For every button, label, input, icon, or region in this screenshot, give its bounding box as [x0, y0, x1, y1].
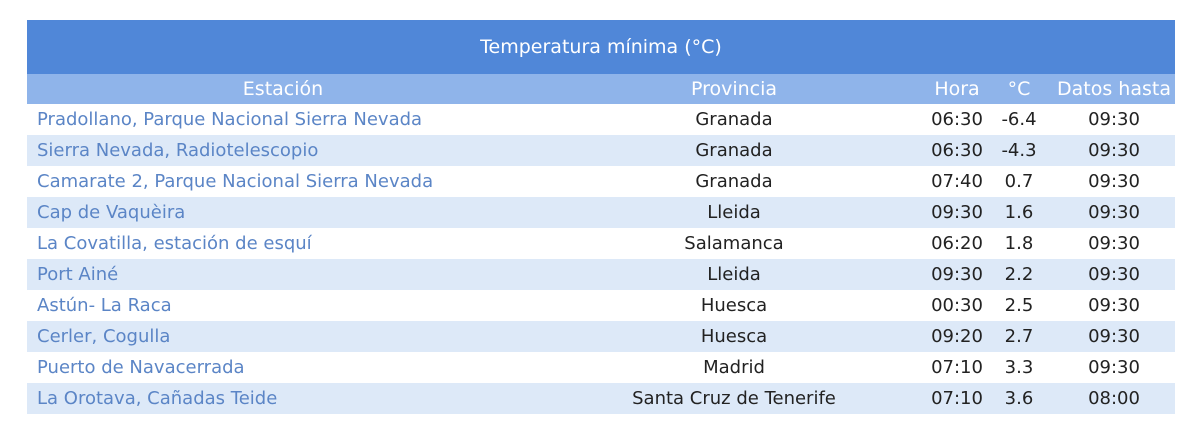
data-until-cell: 09:30	[1088, 295, 1140, 316]
data-until-cell: 09:30	[1088, 326, 1140, 347]
time-cell: 06:30	[931, 109, 983, 130]
province-cell: Santa Cruz de Tenerife	[632, 388, 836, 409]
province-cell: Granada	[695, 140, 773, 161]
station-link[interactable]: Pradollano, Parque Nacional Sierra Nevad…	[37, 109, 423, 130]
table-row: La Covatilla, estación de esquí Salamanc…	[27, 228, 1175, 259]
province-cell: Lleida	[707, 264, 761, 285]
header-row: Estación Provincia Hora °C Datos hasta	[27, 74, 1175, 104]
header-temp: °C	[1007, 78, 1031, 100]
station-link[interactable]: Camarate 2, Parque Nacional Sierra Nevad…	[37, 171, 434, 192]
table-row: Port Ainé Lleida 09:30 2.2 09:30	[27, 259, 1175, 290]
table-row: Sierra Nevada, Radiotelescopio Granada 0…	[27, 135, 1175, 166]
table-row: Cap de Vaquèira Lleida 09:30 1.6 09:30	[27, 197, 1175, 228]
data-until-cell: 08:00	[1088, 388, 1140, 409]
data-until-cell: 09:30	[1088, 357, 1140, 378]
temperature-cell: -6.4	[1001, 109, 1037, 130]
temperature-cell: 2.7	[1004, 326, 1034, 347]
data-until-cell: 09:30	[1088, 202, 1140, 223]
province-cell: Huesca	[700, 326, 768, 347]
station-link[interactable]: Puerto de Navacerrada	[37, 357, 245, 378]
province-cell: Lleida	[707, 202, 761, 223]
temperature-cell: 2.5	[1004, 295, 1034, 316]
temperature-cell: 1.6	[1004, 202, 1034, 223]
province-cell: Granada	[695, 171, 773, 192]
province-cell: Salamanca	[684, 233, 784, 254]
province-cell: Granada	[695, 109, 773, 130]
data-until-cell: 09:30	[1088, 109, 1140, 130]
time-cell: 09:20	[931, 326, 983, 347]
table-row: Camarate 2, Parque Nacional Sierra Nevad…	[27, 166, 1175, 197]
data-until-cell: 09:30	[1088, 171, 1140, 192]
time-cell: 06:20	[931, 233, 983, 254]
header-hora: Hora	[934, 78, 980, 100]
table-row: La Orotava, Cañadas Teide Santa Cruz de …	[27, 383, 1175, 414]
time-cell: 07:40	[931, 171, 983, 192]
station-link[interactable]: Port Ainé	[37, 264, 119, 285]
temperature-cell: 2.2	[1004, 264, 1034, 285]
temperature-cell: 0.7	[1004, 171, 1034, 192]
data-until-cell: 09:30	[1088, 264, 1140, 285]
province-cell: Madrid	[703, 357, 765, 378]
time-cell: 00:30	[931, 295, 983, 316]
header-datos-hasta: Datos hasta	[1057, 78, 1171, 100]
station-link[interactable]: Astún- La Raca	[37, 295, 172, 316]
station-link[interactable]: Cap de Vaquèira	[37, 202, 186, 223]
table-row: Cerler, Cogulla Huesca 09:20 2.7 09:30	[27, 321, 1175, 352]
table-title: Temperatura mínima (°C)	[27, 20, 1175, 74]
min-temperature-table: Estación Provincia Hora °C Datos hasta P…	[27, 74, 1175, 414]
temperature-cell: -4.3	[1001, 140, 1037, 161]
station-link[interactable]: Cerler, Cogulla	[37, 326, 171, 347]
time-cell: 06:30	[931, 140, 983, 161]
table-row: Puerto de Navacerrada Madrid 07:10 3.3 0…	[27, 352, 1175, 383]
table-row: Pradollano, Parque Nacional Sierra Nevad…	[27, 104, 1175, 135]
temperature-cell: 3.3	[1004, 357, 1034, 378]
time-cell: 07:10	[931, 357, 983, 378]
header-estacion: Estación	[242, 78, 324, 100]
time-cell: 09:30	[931, 202, 983, 223]
temperature-cell: 3.6	[1004, 388, 1034, 409]
header-provincia: Provincia	[690, 78, 778, 100]
province-cell: Huesca	[700, 295, 768, 316]
data-until-cell: 09:30	[1088, 233, 1140, 254]
data-until-cell: 09:30	[1088, 140, 1140, 161]
time-cell: 07:10	[931, 388, 983, 409]
temperature-cell: 1.8	[1004, 233, 1034, 254]
time-cell: 09:30	[931, 264, 983, 285]
table-row: Astún- La Raca Huesca 00:30 2.5 09:30	[27, 290, 1175, 321]
station-link[interactable]: La Covatilla, estación de esquí	[37, 233, 312, 254]
station-link[interactable]: La Orotava, Cañadas Teide	[37, 388, 278, 409]
station-link[interactable]: Sierra Nevada, Radiotelescopio	[37, 140, 319, 161]
temperature-table-widget: Temperatura mínima (°C) Estación Provinc…	[27, 20, 1175, 414]
